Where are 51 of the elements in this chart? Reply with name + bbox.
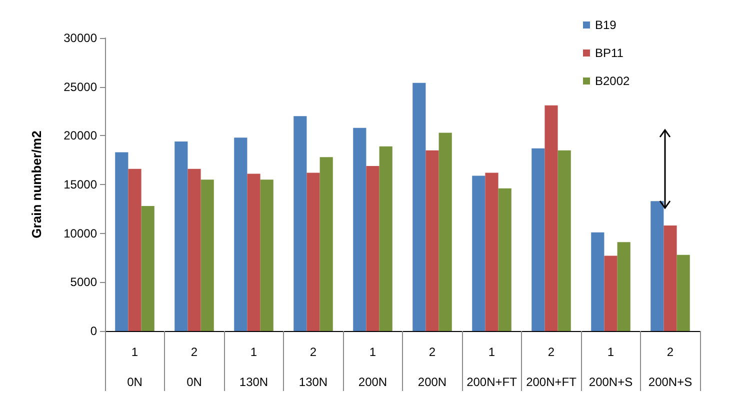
- bar: [141, 206, 154, 331]
- legend-label: B2002: [595, 74, 630, 88]
- category-label: 1 0N: [127, 345, 142, 389]
- bar: [306, 172, 320, 331]
- bar: [676, 254, 690, 331]
- bar: [353, 128, 366, 331]
- bar: [294, 116, 307, 331]
- bar: [260, 180, 274, 331]
- legend-label: BP11: [595, 46, 624, 60]
- y-tick-label: 10000: [64, 226, 98, 240]
- bar: [188, 168, 201, 331]
- bar: [664, 226, 677, 331]
- bar: [379, 146, 392, 331]
- category-label: 1 200N: [358, 345, 388, 389]
- bar: [617, 242, 630, 331]
- bar: [115, 152, 128, 331]
- bar: [320, 157, 333, 331]
- category-label: 1 200N+FT: [466, 345, 517, 389]
- category-label: 1 130N: [239, 345, 268, 389]
- bar: [200, 180, 214, 331]
- bar: [412, 82, 426, 331]
- legend-label: B19: [595, 18, 617, 32]
- category-label: 2 0N: [186, 345, 202, 389]
- bar: [128, 168, 142, 331]
- bar: [472, 176, 486, 331]
- bar: [650, 201, 664, 331]
- y-tick-label: 0: [90, 324, 98, 338]
- category-label: 1 200N+S: [588, 345, 633, 389]
- bar: [532, 148, 545, 331]
- bar: [591, 232, 604, 331]
- y-tick-label: 25000: [64, 80, 98, 94]
- bar: [366, 166, 380, 331]
- bar: [498, 188, 512, 331]
- category-label: 2 200N+FT: [526, 345, 576, 389]
- y-tick-label: 15000: [64, 178, 98, 192]
- bar: [485, 172, 498, 331]
- y-tick-label: 30000: [64, 31, 98, 45]
- y-tick-label: 20000: [64, 128, 98, 143]
- bar: [604, 256, 618, 331]
- bar: [544, 105, 558, 331]
- y-axis-title: Grain number/m2: [29, 130, 44, 238]
- bar: [438, 132, 452, 331]
- category-label: 2 200N+S: [648, 345, 692, 389]
- bar: [247, 174, 260, 331]
- bar: [426, 150, 439, 331]
- category-label: 2 130N: [298, 345, 328, 389]
- bar: [558, 150, 571, 331]
- bar: [174, 142, 188, 331]
- bar: [234, 138, 248, 331]
- category-label: 2 200N: [418, 345, 447, 389]
- y-tick-label: 5000: [70, 275, 98, 290]
